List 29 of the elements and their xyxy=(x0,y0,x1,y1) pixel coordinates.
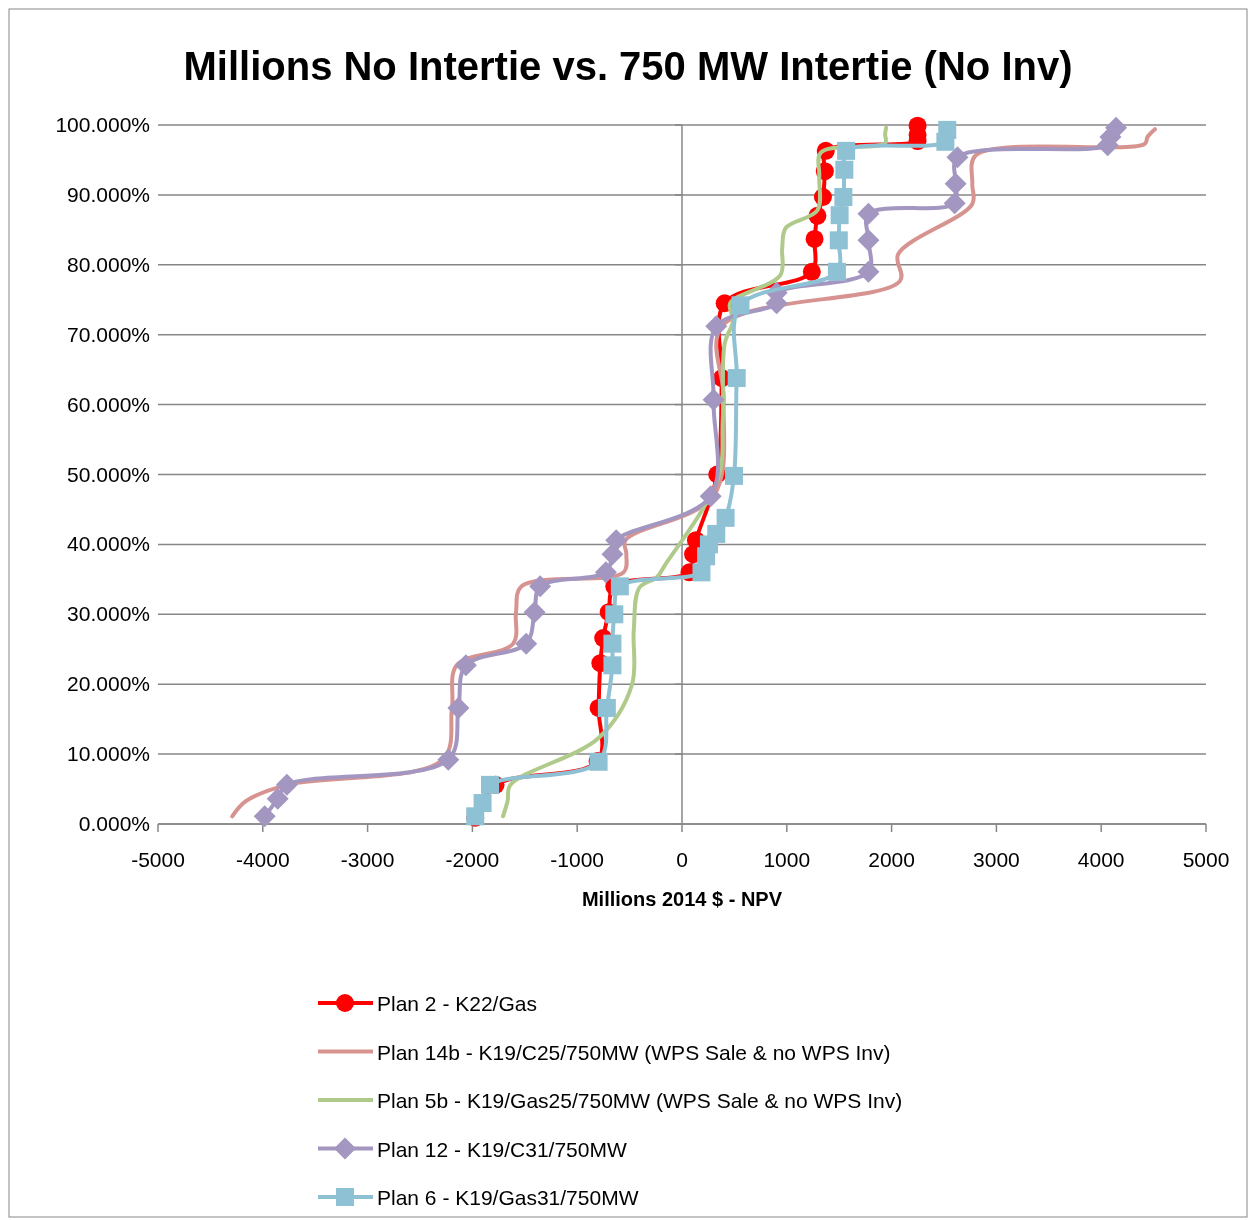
x-tick-label: 4000 xyxy=(1077,848,1125,871)
legend-label: Plan 5b - K19/Gas25/750MW (WPS Sale & no WPS Inv) xyxy=(377,1089,903,1112)
x-tick-label: 0 xyxy=(676,848,688,871)
x-tick-label: -2000 xyxy=(445,848,500,871)
x-tick-label: 2000 xyxy=(868,848,915,871)
y-tick-label: 70.000% xyxy=(67,322,150,346)
legend-label: Plan 2 - K22/Gas xyxy=(377,992,537,1015)
legend-label: Plan 12 - K19/C31/750MW xyxy=(377,1137,627,1161)
x-tick-label: 1000 xyxy=(763,848,811,871)
y-tick-label: 40.000% xyxy=(67,532,150,556)
y-tick-label: 20.000% xyxy=(67,672,150,696)
x-axis-title: Millions 2014 $ - NPV xyxy=(581,888,783,910)
x-tick-label: -5000 xyxy=(131,848,185,871)
y-tick-label: 0.000% xyxy=(78,812,150,835)
y-tick-label: 30.000% xyxy=(67,602,150,626)
x-tick-label: -4000 xyxy=(235,848,290,871)
x-tick-label: -1000 xyxy=(550,848,605,871)
y-tick-label: 10.000% xyxy=(67,742,150,766)
y-tick-label: 80.000% xyxy=(67,252,150,276)
legend-label: Plan 6 - K19/Gas31/750MW xyxy=(377,1186,639,1209)
legend-label: Plan 14b - K19/C25/750MW (WPS Sale & no WPS Inv) xyxy=(377,1040,891,1064)
chart-title: Millions No Intertie vs. 750 MW Intertie (No Inv) xyxy=(183,44,1073,88)
x-tick-label: 5000 xyxy=(1182,848,1230,871)
y-tick-label: 60.000% xyxy=(67,392,150,416)
y-tick-label: 90.000% xyxy=(67,182,150,206)
y-tick-label: 100.000% xyxy=(55,113,150,136)
y-tick-label: 50.000% xyxy=(67,462,150,486)
x-tick-label: 3000 xyxy=(973,848,1020,871)
x-tick-label: -3000 xyxy=(340,848,395,871)
